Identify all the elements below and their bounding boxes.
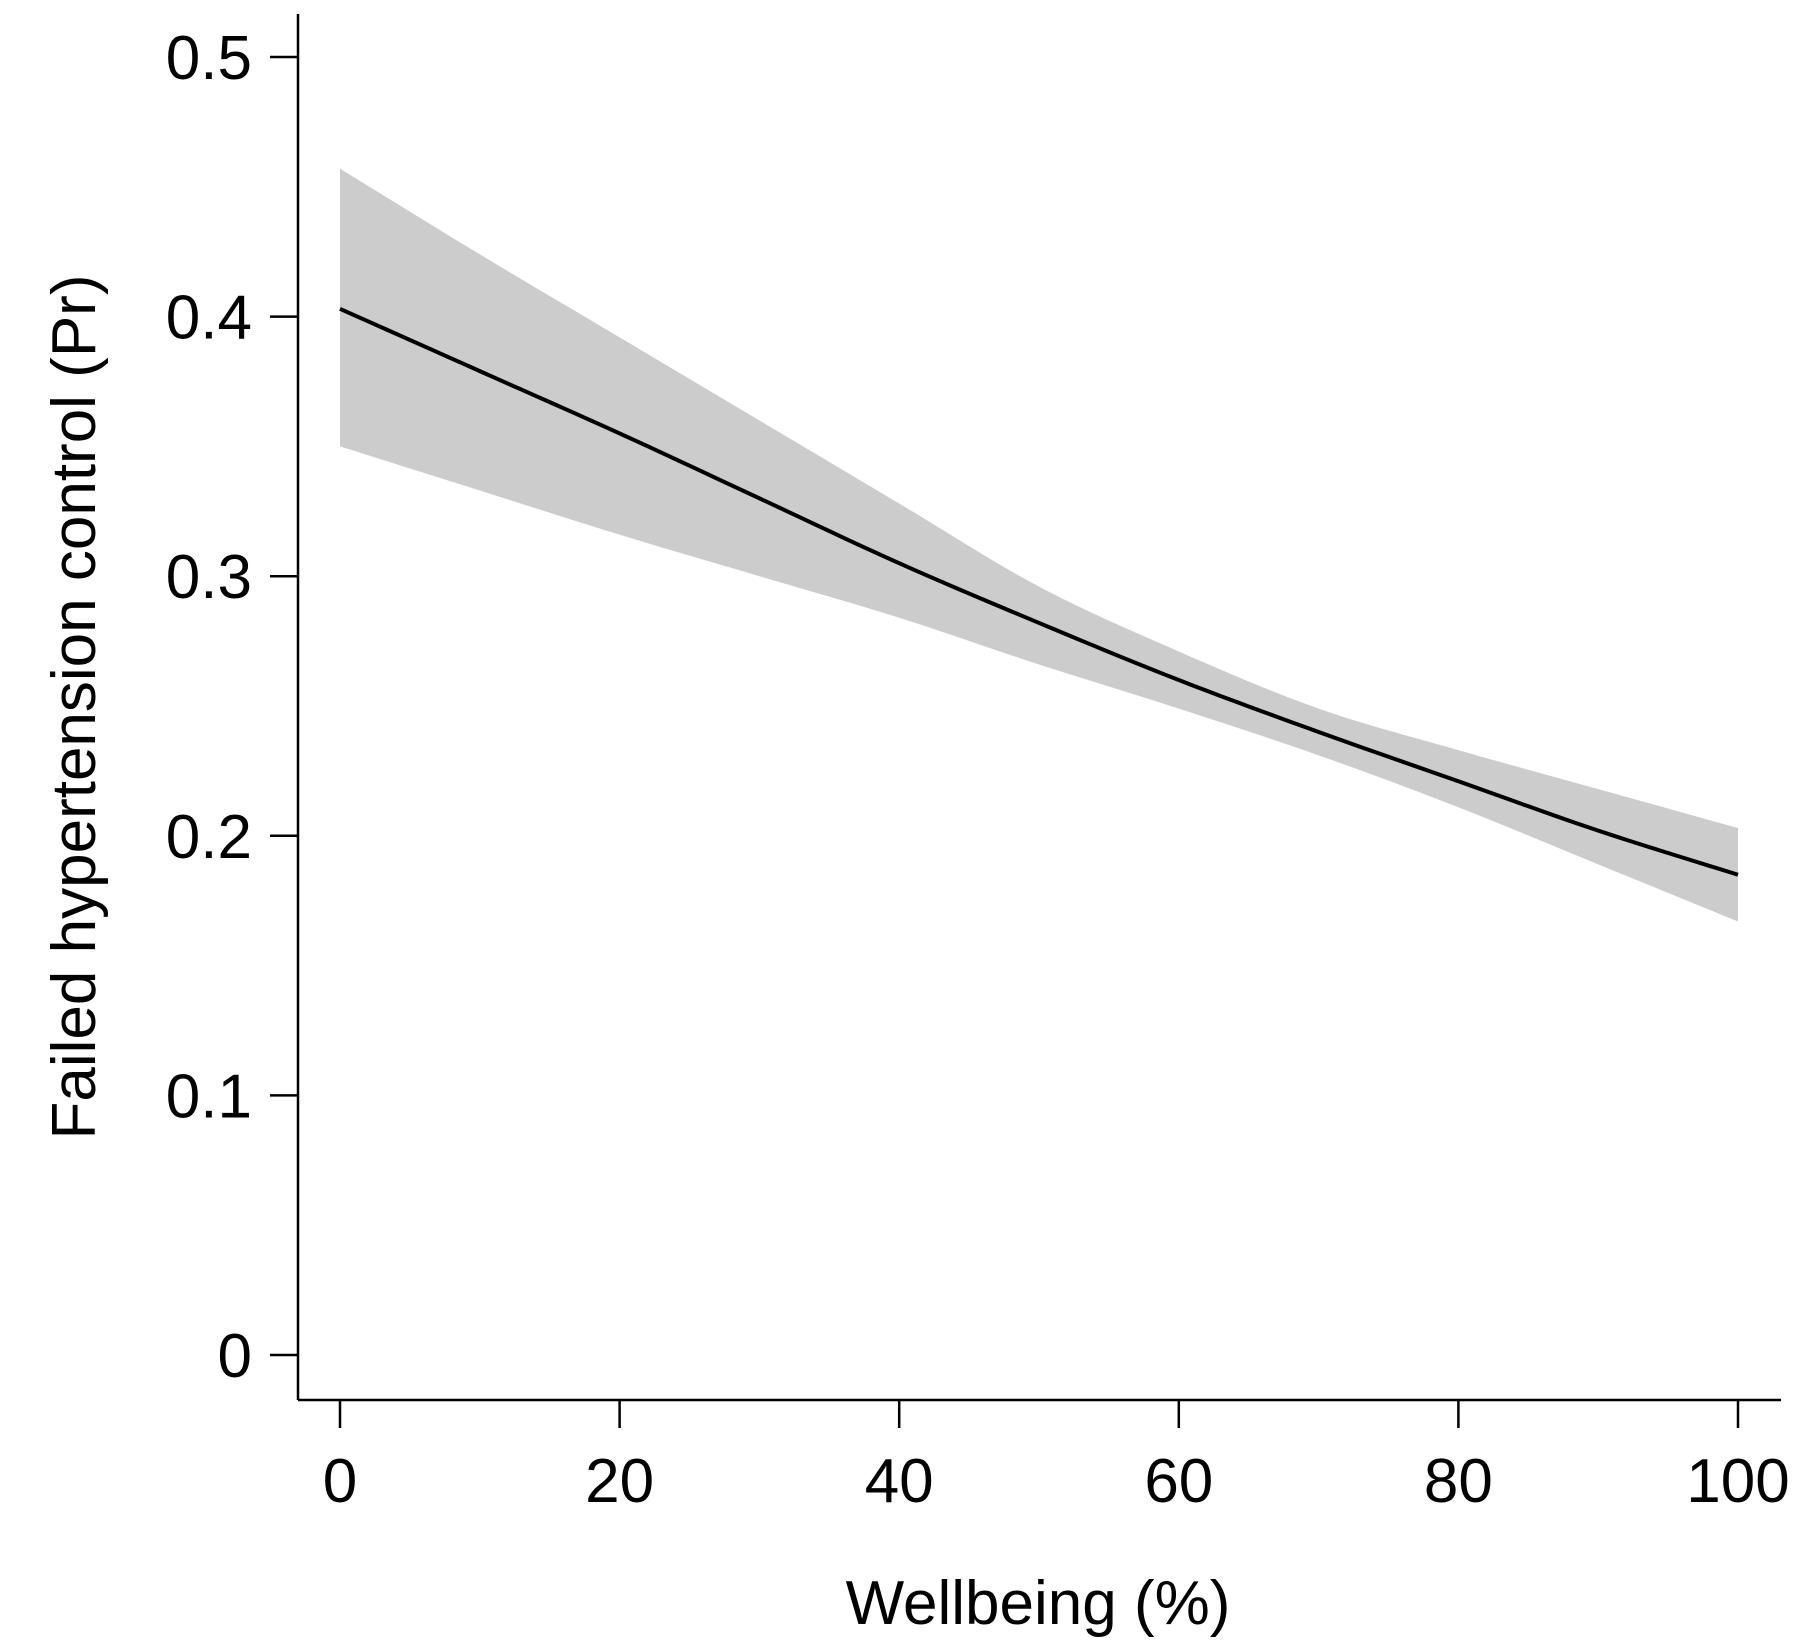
- x-axis-ticks: 0 20 40 60 80 100: [323, 1400, 1790, 1516]
- x-tick-label: 80: [1424, 1447, 1493, 1516]
- y-tick-label: 0: [218, 1322, 252, 1391]
- x-tick-label: 40: [865, 1447, 934, 1516]
- fitted-line: [339, 306, 1739, 877]
- x-tick-label: 60: [1144, 1447, 1213, 1516]
- y-axis-ticks: 0 0.1 0.2 0.3 0.4 0.5: [166, 24, 298, 1391]
- confidence-band-layer: [340, 168, 1738, 922]
- fitted-line-layer: [339, 306, 1739, 877]
- y-tick-label: 0.3: [166, 543, 252, 612]
- x-tick-label: 100: [1686, 1447, 1789, 1516]
- y-tick-label: 0.4: [166, 284, 252, 353]
- y-axis-label: Failed hypertension control (Pr): [40, 275, 109, 1140]
- y-tick-label: 0.5: [166, 24, 252, 93]
- x-tick-label: 20: [585, 1447, 654, 1516]
- confidence-band: [340, 168, 1738, 922]
- y-tick-label: 0.1: [166, 1062, 252, 1131]
- x-tick-label: 0: [323, 1447, 357, 1516]
- x-axis-label: Wellbeing (%): [846, 1569, 1231, 1638]
- y-tick-label: 0.2: [166, 803, 252, 872]
